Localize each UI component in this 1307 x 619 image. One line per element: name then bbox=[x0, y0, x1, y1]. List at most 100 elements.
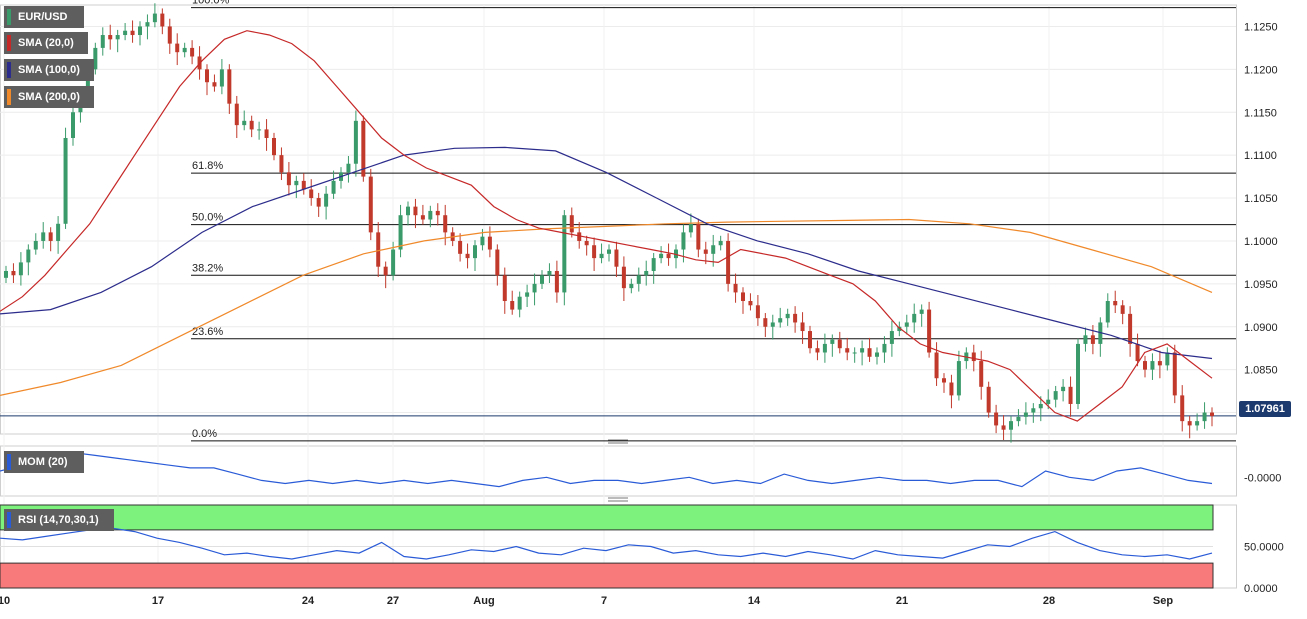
fib-label: 61.8% bbox=[192, 160, 223, 172]
candle-body bbox=[85, 69, 90, 96]
candle-body bbox=[934, 352, 939, 379]
x-tick-label: Aug bbox=[473, 595, 494, 607]
candle-body bbox=[800, 322, 805, 332]
candle-body bbox=[383, 266, 388, 276]
candle-body bbox=[1150, 361, 1155, 370]
candle-body bbox=[1105, 301, 1110, 323]
legend-sma100[interactable]: SMA (100,0) bbox=[4, 59, 94, 81]
candle-body bbox=[242, 120, 247, 126]
candle-body bbox=[770, 322, 775, 327]
candle-body bbox=[420, 215, 425, 220]
candle-body bbox=[584, 240, 589, 246]
candle-body bbox=[785, 313, 790, 319]
candle-body bbox=[994, 412, 999, 426]
candle-body bbox=[666, 253, 671, 259]
candle-body bbox=[391, 249, 396, 276]
x-tick-label: 24 bbox=[302, 595, 315, 607]
candle-body bbox=[234, 103, 239, 126]
sma100-swatch bbox=[7, 62, 11, 78]
candle-body bbox=[1076, 343, 1080, 404]
candle-body bbox=[822, 343, 827, 353]
candle-body bbox=[703, 249, 708, 254]
candle-body bbox=[175, 43, 180, 53]
candle-body bbox=[264, 129, 269, 138]
candle-body bbox=[1053, 391, 1058, 400]
candle-body bbox=[688, 223, 693, 233]
candle-body bbox=[778, 318, 783, 323]
candle-body bbox=[830, 339, 835, 344]
candle-body bbox=[912, 313, 917, 323]
y-tick-label: 1.1000 bbox=[1244, 236, 1278, 248]
candle-body bbox=[1172, 352, 1177, 396]
candle-body bbox=[316, 198, 321, 207]
y-tick-label: 1.1100 bbox=[1244, 150, 1277, 162]
candle-body bbox=[793, 313, 798, 323]
candle-body bbox=[860, 348, 865, 353]
x-tick-label: 27 bbox=[387, 595, 399, 607]
candle-body bbox=[301, 180, 306, 190]
candle-body bbox=[651, 258, 656, 271]
candle-body bbox=[852, 352, 857, 354]
y-tick-label: 1.0850 bbox=[1244, 365, 1278, 377]
candle-body bbox=[904, 322, 909, 327]
candle-body bbox=[26, 249, 31, 263]
candle-body bbox=[525, 292, 530, 297]
candle-body bbox=[1061, 386, 1066, 392]
legend-sma20[interactable]: SMA (20,0) bbox=[4, 32, 88, 54]
candle-body bbox=[376, 232, 381, 267]
candle-body bbox=[115, 35, 120, 40]
candle-body bbox=[361, 120, 366, 177]
candle-body bbox=[145, 22, 150, 27]
candle-body bbox=[324, 193, 329, 207]
candle-body bbox=[443, 215, 448, 233]
legend-sma20-label: SMA (20,0) bbox=[18, 37, 74, 49]
legend-symbol[interactable]: EUR/USD bbox=[4, 6, 84, 28]
rsi-line bbox=[0, 527, 1213, 560]
candle-body bbox=[1113, 301, 1118, 306]
x-tick-label: 21 bbox=[896, 595, 908, 607]
candle-body bbox=[919, 309, 924, 314]
fib-label: 50.0% bbox=[192, 212, 223, 224]
candle-body bbox=[927, 309, 932, 353]
candle-body bbox=[547, 270, 552, 276]
candle-body bbox=[711, 245, 716, 254]
fib-label: 100.0% bbox=[192, 0, 230, 7]
legend-mom[interactable]: MOM (20) bbox=[4, 451, 84, 473]
candle-body bbox=[212, 82, 217, 87]
x-tick-label: Sep bbox=[1153, 595, 1173, 607]
mom-y-tick-label: -0.0000 bbox=[1244, 472, 1281, 484]
candle-body bbox=[1195, 421, 1200, 426]
current-price-tag: 1.07961 bbox=[1239, 401, 1291, 417]
candle-body bbox=[48, 232, 53, 241]
candle-body bbox=[942, 378, 946, 383]
candle-body bbox=[726, 240, 731, 284]
symbol-swatch bbox=[7, 9, 11, 25]
candle-body bbox=[696, 223, 701, 250]
y-tick-label: 1.1050 bbox=[1244, 193, 1278, 205]
candle-body bbox=[257, 129, 262, 131]
candle-body bbox=[845, 348, 850, 353]
candle-body bbox=[971, 352, 976, 362]
candle-body bbox=[406, 206, 410, 216]
x-tick-label: 28 bbox=[1043, 595, 1055, 607]
candle-body bbox=[867, 348, 872, 357]
candle-body bbox=[71, 112, 75, 138]
candle-body bbox=[733, 283, 738, 293]
candle-body bbox=[755, 305, 760, 319]
candle-body bbox=[629, 283, 634, 289]
candle-body bbox=[205, 69, 209, 83]
candle-body bbox=[435, 210, 440, 216]
candle-body bbox=[1157, 361, 1162, 366]
candle-body bbox=[458, 240, 463, 254]
candle-body bbox=[331, 180, 336, 194]
candle-body bbox=[1090, 335, 1095, 344]
candle-body bbox=[398, 215, 403, 250]
x-tick-label: 17 bbox=[152, 595, 164, 607]
legend-rsi[interactable]: RSI (14,70,30,1) bbox=[4, 509, 114, 531]
candle-body bbox=[123, 30, 128, 36]
legend-sma200[interactable]: SMA (200,0) bbox=[4, 86, 94, 108]
candle-body bbox=[540, 275, 544, 284]
candle-body bbox=[621, 266, 626, 289]
